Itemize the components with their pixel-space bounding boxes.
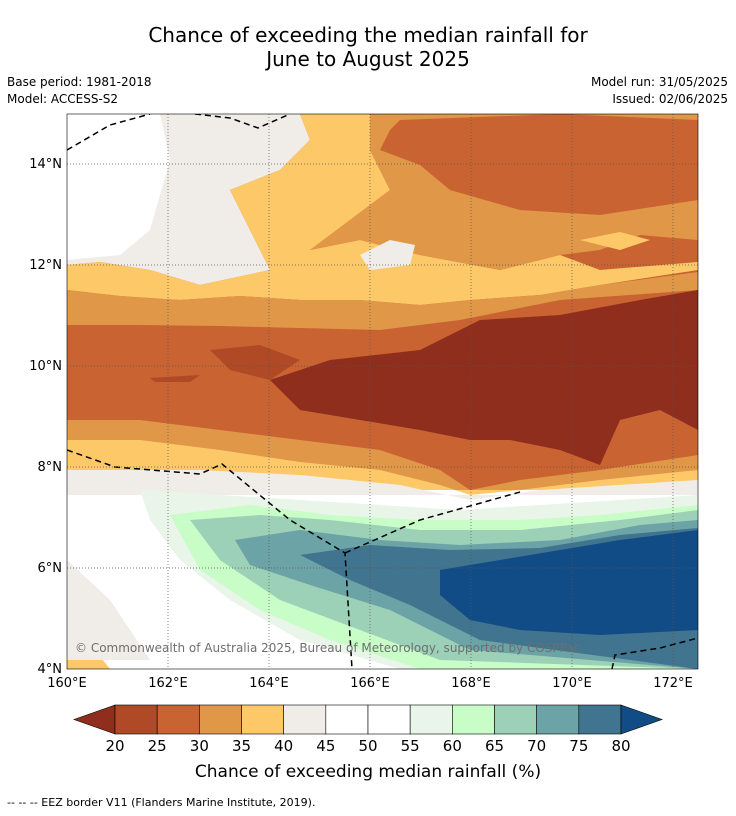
meta-right: Model run: 31/05/2025 Issued: 02/06/2025 xyxy=(591,74,728,108)
field-orange-band xyxy=(67,272,698,330)
field-red-small xyxy=(150,375,200,382)
lon-axis: 160°E 162°E 164°E 166°E 168°E 170°E 172°… xyxy=(47,676,693,691)
colorbar-tick-label: 50 xyxy=(358,737,378,755)
colorbar-tick-label: 45 xyxy=(316,737,336,755)
lat-label-10: 10°N xyxy=(29,359,62,374)
title-line-1: Chance of exceeding the median rainfall … xyxy=(148,23,588,47)
base-period: Base period: 1981-2018 xyxy=(7,75,152,89)
lon-label-160: 160°E xyxy=(47,676,87,691)
meta-left: Base period: 1981-2018 Model: ACCESS-S2 xyxy=(7,74,152,108)
colorbar-tick-label: 80 xyxy=(611,737,631,755)
colorbar xyxy=(73,704,663,735)
colorbar-swatch xyxy=(156,704,200,735)
field-grey-sw xyxy=(67,560,150,660)
colorbar-tick-label: 75 xyxy=(569,737,589,755)
field-grey-south xyxy=(67,470,698,500)
colorbar-tick-label: 70 xyxy=(527,737,547,755)
colorbar-tick-label: 20 xyxy=(105,737,125,755)
colorbar-tick-label: 35 xyxy=(231,737,252,755)
colorbar-label: Chance of exceeding median rainfall (%) xyxy=(194,762,542,782)
issued-date: Issued: 02/06/2025 xyxy=(612,92,728,106)
colorbar-swatch xyxy=(325,704,369,735)
field-red-patch xyxy=(210,345,300,380)
colorbar-swatch xyxy=(409,704,453,735)
field-north-white xyxy=(67,114,170,260)
lat-label-8: 8°N xyxy=(38,460,63,475)
colorbar-tick-label: 30 xyxy=(189,737,209,755)
colorbar-swatch xyxy=(283,704,327,735)
field-darkred-core xyxy=(270,290,698,465)
lon-label-166: 166°E xyxy=(350,676,390,691)
colorbar-extend-high xyxy=(620,704,663,735)
map-field xyxy=(67,114,698,669)
eez-border-north xyxy=(67,114,291,151)
colorbar-tick-label: 40 xyxy=(274,737,294,755)
colorbar-swatch xyxy=(536,704,580,735)
colorbar-tick-label: 55 xyxy=(400,737,420,755)
colorbar-extend-low xyxy=(73,704,116,735)
field-yellow-patch xyxy=(580,232,650,250)
lat-label-14: 14°N xyxy=(29,157,62,172)
colorbar-swatch xyxy=(452,704,495,735)
lon-label-162: 162°E xyxy=(148,676,188,691)
field-grey-patch xyxy=(360,240,415,270)
footer-legend: -- -- -- EEZ border V11 (Flanders Marine… xyxy=(7,796,316,809)
copyright-notice: © Commonwealth of Australia 2025, Bureau… xyxy=(75,641,581,655)
colorbar-swatch xyxy=(199,704,242,735)
map-frame xyxy=(66,113,699,670)
field-red-ne xyxy=(380,114,698,215)
lat-label-4: 4°N xyxy=(38,662,63,677)
lon-label-168: 168°E xyxy=(451,676,491,691)
colorbar-swatch xyxy=(241,704,284,735)
colorbar-swatch xyxy=(114,704,158,735)
model-run: Model run: 31/05/2025 xyxy=(590,75,728,89)
lat-axis: 14°N 12°N 10°N 8°N 6°N 4°N xyxy=(29,157,62,677)
eez-border-mid xyxy=(344,491,521,554)
lon-label-164: 164°E xyxy=(249,676,289,691)
colorbar-tick-label: 60 xyxy=(442,737,462,755)
lat-label-12: 12°N xyxy=(29,258,62,273)
model-name: Model: ACCESS-S2 xyxy=(7,92,119,106)
colorbar-tick-label: 65 xyxy=(484,737,505,755)
colorbar-swatch xyxy=(494,704,537,735)
lon-label-172: 172°E xyxy=(653,676,693,691)
field-darkblue xyxy=(440,530,698,635)
lon-label-170: 170°E xyxy=(552,676,592,691)
colorbar-swatch xyxy=(578,704,622,735)
title-line-2: June to August 2025 xyxy=(266,47,470,71)
colorbar-tick-label: 25 xyxy=(147,737,167,755)
colorbar-swatch xyxy=(367,704,411,735)
gridlines xyxy=(67,114,698,669)
lat-label-6: 6°N xyxy=(38,561,63,576)
map-title: Chance of exceeding the median rainfall … xyxy=(0,23,736,71)
